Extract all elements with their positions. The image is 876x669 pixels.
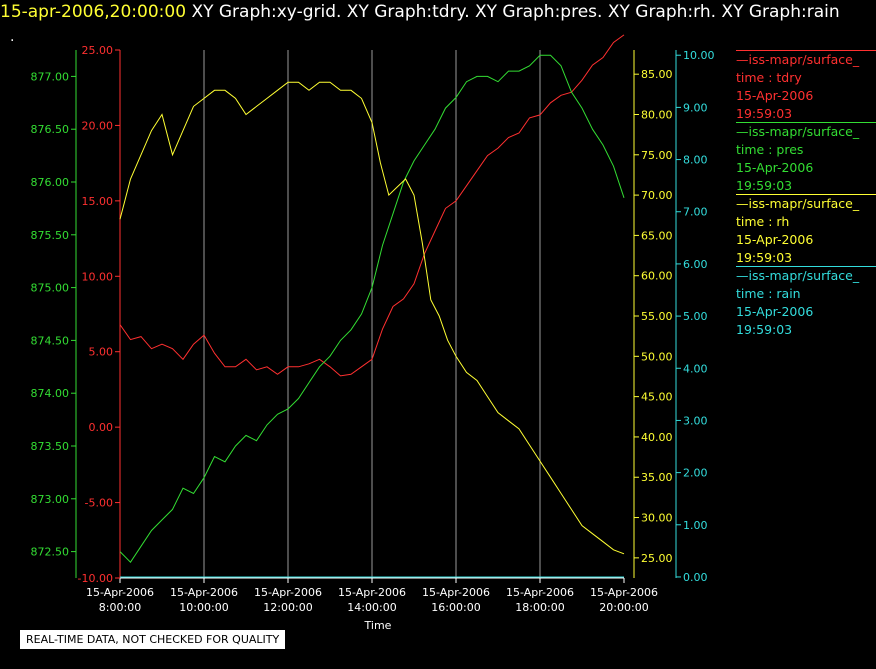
rh-tick-label: 70.00 xyxy=(641,189,673,202)
x-tick-label-date: 15-Apr-2006 xyxy=(422,586,490,599)
pres-tick-label: 873.50 xyxy=(31,440,70,453)
rh-tick-label: 50.00 xyxy=(641,350,673,363)
rain-tick-label: 10.00 xyxy=(683,49,715,62)
x-tick-label-time: 16:00:00 xyxy=(431,601,480,614)
x-tick-label-time: 14:00:00 xyxy=(347,601,396,614)
x-tick-label-date: 15-Apr-2006 xyxy=(254,586,322,599)
pres-series-line xyxy=(119,54,625,563)
legend-source: —iss-mapr/surface_ xyxy=(736,122,876,141)
x-tick-label-date: 15-Apr-2006 xyxy=(338,586,406,599)
x-tick-label-time: 10:00:00 xyxy=(179,601,228,614)
pres-tick-label: 873.00 xyxy=(31,493,70,506)
timestamp: 15-apr-2006,20:00:00 xyxy=(0,2,187,22)
x-tick-label-time: 20:00:00 xyxy=(599,601,648,614)
pres-tick-label: 876.50 xyxy=(31,123,70,136)
graph-title-bar: 15-apr-2006,20:00:00 XY Graph:xy-grid. X… xyxy=(0,2,840,22)
rh-tick-label: 55.00 xyxy=(641,310,673,323)
rain-tick-label: 1.00 xyxy=(683,519,708,532)
tdry-tick-label: 15.00 xyxy=(82,195,114,208)
legend-label: time : pres xyxy=(736,142,804,157)
x-tick-label-time: 12:00:00 xyxy=(263,601,312,614)
rh-tick-label: 25.00 xyxy=(641,552,673,565)
x-tick-label-date: 15-Apr-2006 xyxy=(590,586,658,599)
x-tick-label-date: 15-Apr-2006 xyxy=(506,586,574,599)
rain-tick-label: 2.00 xyxy=(683,467,708,480)
marker-dot: . xyxy=(10,29,15,45)
legend-label: time : rh xyxy=(736,214,790,229)
tdry-tick-label: 5.00 xyxy=(89,346,114,359)
pres-tick-label: 872.50 xyxy=(31,546,70,559)
x-tick-label-time: 18:00:00 xyxy=(515,601,564,614)
tdry-tick-label: 0.00 xyxy=(89,421,114,434)
x-axis-title: Time xyxy=(364,619,392,632)
pres-tick-label: 877.00 xyxy=(31,70,70,83)
legend-source: —iss-mapr/surface_ xyxy=(736,194,876,213)
rh-tick-label: 80.00 xyxy=(641,108,673,121)
tdry-series-line xyxy=(119,34,625,377)
rain-tick-label: 8.00 xyxy=(683,154,708,167)
rh-tick-label: 30.00 xyxy=(641,512,673,525)
legend-entry-rh: —iss-mapr/surface_ time : rh 15-Apr-2006 19… xyxy=(736,194,876,267)
graph-list: XY Graph:xy-grid. XY Graph:tdry. XY Grap… xyxy=(191,2,840,22)
x-tick-label-date: 15-Apr-2006 xyxy=(170,586,238,599)
tdry-tick-label: 20.00 xyxy=(82,119,114,132)
legend-date: 15-Apr-2006 xyxy=(736,160,814,175)
pres-tick-label: 875.00 xyxy=(31,282,70,295)
x-tick-label-time: 8:00:00 xyxy=(99,601,141,614)
tdry-tick-label: 10.00 xyxy=(82,270,114,283)
legend-time: 19:59:03 xyxy=(736,250,793,265)
legend-time: 19:59:03 xyxy=(736,322,793,337)
legend-source: —iss-mapr/surface_ xyxy=(736,266,876,285)
tdry-tick-label: 25.00 xyxy=(82,44,114,57)
legend-time: 19:59:03 xyxy=(736,106,793,121)
rain-tick-label: 9.00 xyxy=(683,101,708,114)
legend-date: 15-Apr-2006 xyxy=(736,88,814,103)
rain-tick-label: 7.00 xyxy=(683,206,708,219)
legend-entry-tdry: —iss-mapr/surface_ time : tdry 15-Apr-2006… xyxy=(736,50,876,123)
rh-tick-label: 45.00 xyxy=(641,391,673,404)
x-tick-label-date: 15-Apr-2006 xyxy=(86,586,154,599)
pres-tick-label: 876.00 xyxy=(31,176,70,189)
legend-entry-pres: —iss-mapr/surface_ time : pres 15-Apr-2006… xyxy=(736,122,876,195)
pres-tick-label: 875.50 xyxy=(31,229,70,242)
rh-tick-label: 60.00 xyxy=(641,270,673,283)
rh-tick-label: 65.00 xyxy=(641,229,673,242)
rh-series-line xyxy=(119,81,625,555)
legend-label: time : tdry xyxy=(736,70,802,85)
pres-tick-label: 874.50 xyxy=(31,334,70,347)
tdry-tick-label: -10.00 xyxy=(78,572,113,585)
pres-tick-label: 874.00 xyxy=(31,387,70,400)
rain-tick-label: 3.00 xyxy=(683,414,708,427)
legend-entry-rain: —iss-mapr/surface_ time : rain 15-Apr-2006… xyxy=(736,266,876,339)
rh-tick-label: 35.00 xyxy=(641,471,673,484)
rain-tick-label: 6.00 xyxy=(683,258,708,271)
tdry-tick-label: -5.00 xyxy=(85,497,113,510)
rh-tick-label: 40.00 xyxy=(641,431,673,444)
legend-label: time : rain xyxy=(736,286,801,301)
rain-tick-label: 4.00 xyxy=(683,362,708,375)
quality-disclaimer: REAL-TIME DATA, NOT CHECKED FOR QUALITY xyxy=(20,630,286,649)
rain-tick-label: 5.00 xyxy=(683,310,708,323)
rh-tick-label: 85.00 xyxy=(641,68,673,81)
legend-source: —iss-mapr/surface_ xyxy=(736,50,876,69)
legend-date: 15-Apr-2006 xyxy=(736,232,814,247)
rh-tick-label: 75.00 xyxy=(641,149,673,162)
rain-tick-label: 0.00 xyxy=(683,571,708,584)
legend-date: 15-Apr-2006 xyxy=(736,304,814,319)
legend-time: 19:59:03 xyxy=(736,178,793,193)
